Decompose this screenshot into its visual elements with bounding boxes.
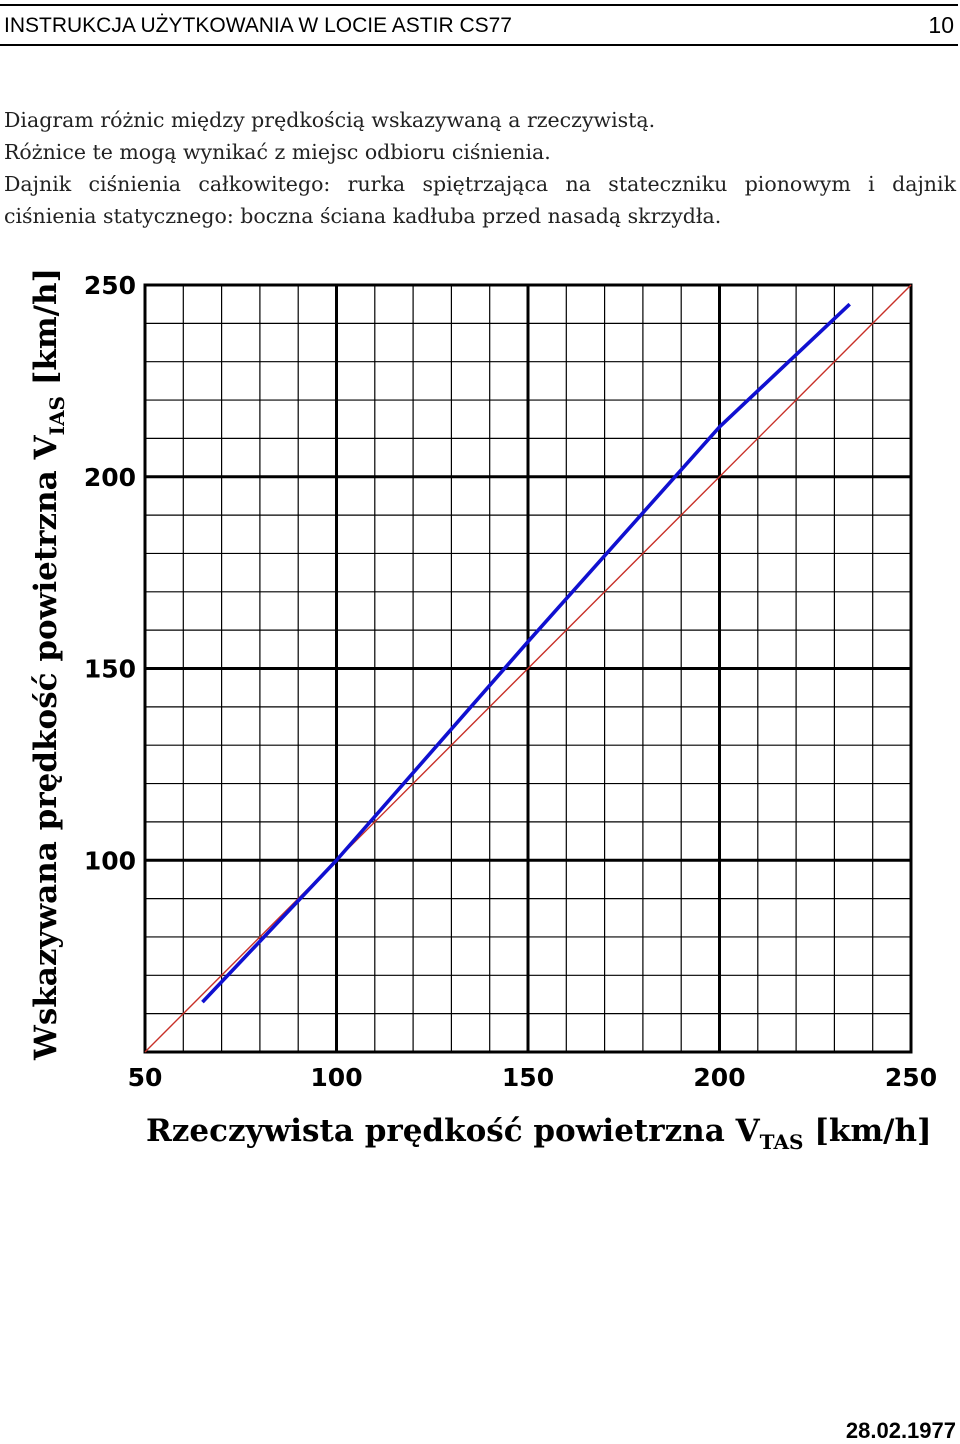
intro-line-2: Różnice te mogą wynikać z miejsc odbioru…	[4, 140, 551, 164]
grid	[143, 283, 913, 1054]
x-axis-title-sub: TAS	[760, 1130, 804, 1154]
intro-line-3: Dajnik ciśnienia całkowitego: rurka spię…	[4, 172, 956, 228]
intro-line-1: Diagram różnic między prędkością wskazyw…	[4, 108, 656, 132]
header-top-rule	[0, 4, 958, 6]
header-title: INSTRUKCJA UŻYTKOWANIA W LOCIE ASTIR CS7…	[4, 14, 512, 37]
intro-text: Diagram różnic między prędkością wskazyw…	[4, 104, 956, 232]
y-tick-label: 150	[84, 655, 136, 684]
x-tick-label: 100	[310, 1063, 362, 1092]
y-axis-title-unit: [km/h]	[28, 268, 64, 396]
x-tick-label: 200	[693, 1063, 745, 1092]
y-axis-title: Wskazywana prędkość powietrzna VIAS [km/…	[28, 268, 69, 1061]
x-axis-title-unit: [km/h]	[803, 1113, 931, 1149]
x-axis-title-main: Rzeczywista prędkość powietrzna V	[146, 1113, 761, 1149]
y-axis-title-main: Wskazywana prędkość powietrzna V	[28, 434, 64, 1061]
plot-frame	[143, 283, 913, 1054]
footer-date: 28.02.1977	[845, 1418, 956, 1443]
calibration-curve	[201, 302, 851, 1004]
x-tick-label: 150	[502, 1063, 554, 1092]
page-number: 10	[928, 12, 954, 38]
reference-diagonal-line	[144, 284, 912, 1053]
header-bottom-rule	[0, 44, 958, 46]
x-tick-label: 250	[885, 1063, 937, 1092]
y-tick-label: 200	[84, 463, 136, 492]
y-axis-title-sub: IAS	[45, 396, 69, 435]
y-tick-label: 250	[84, 271, 136, 300]
x-tick-label: 50	[128, 1063, 163, 1092]
y-tick-label: 100	[84, 846, 136, 875]
x-axis-title: Rzeczywista prędkość powietrzna VTAS [km…	[146, 1113, 932, 1154]
series-layer	[144, 284, 912, 1053]
tick-labels: 50 100 150 200 250 100 150 200 250	[84, 271, 937, 1092]
